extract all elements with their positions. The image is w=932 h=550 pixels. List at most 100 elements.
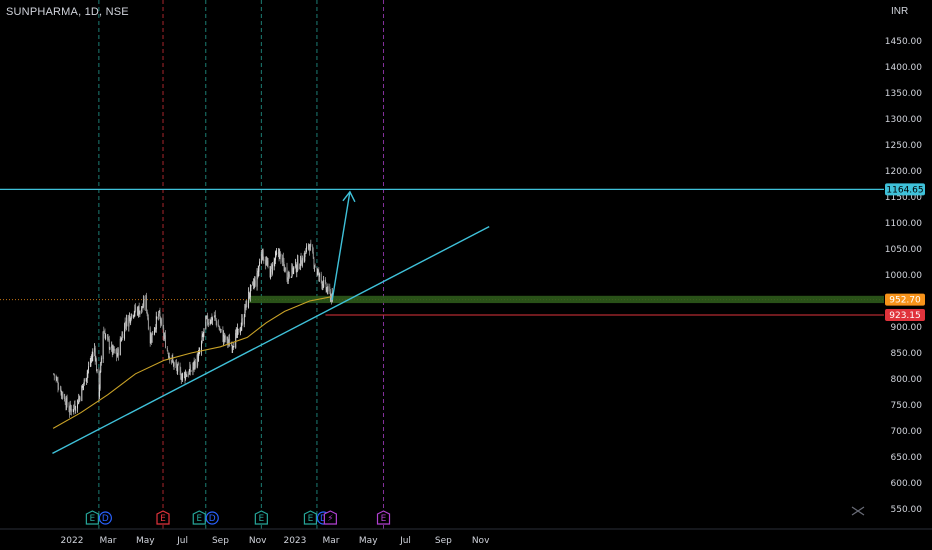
candle-body [66,397,68,408]
candle-body [134,306,136,313]
candle-body [111,345,113,354]
candle-body [141,306,143,312]
candle-body [258,266,260,272]
candle-body [271,264,273,274]
candle-body [226,336,228,340]
candle-body [181,376,183,380]
candle-body [284,265,286,272]
symbol-title[interactable]: SUNPHARMA, 1D, NSE [6,6,129,18]
candle-body [150,336,152,344]
candle-body [213,316,215,318]
candle-body [296,269,298,273]
candle-body [146,295,148,311]
time-tick-label: Jul [399,536,411,546]
moving-average-layer [52,296,332,429]
candle-body [271,267,273,273]
price-axis[interactable]: 1450.00 1400.00 1350.00 1300.00 1250.00 1200.… [885,37,922,515]
badge-letter: E [259,514,265,524]
candle-body [142,307,144,309]
candle-body [81,386,83,388]
candle-body [249,295,251,297]
stop-price-tag [885,308,925,321]
candle-body [60,388,62,395]
candle-body [162,317,164,329]
candle-body [90,360,92,362]
candle-body [87,369,89,374]
time-axis[interactable]: 2022 Mar May Jul Sep Nov 2023 Mar May Jul Sep Nov [0,528,932,546]
candle-body [259,261,261,267]
candle-body [141,306,143,309]
candle-body [121,340,122,342]
candle-body [253,282,254,286]
current-price-tag [885,293,925,306]
candle-body [237,328,239,335]
dividend-badge [98,511,112,525]
candle-body [177,362,179,366]
badge-letter: D [102,514,109,524]
candle-body [182,373,184,378]
candle-body [151,332,153,343]
candle-body [331,294,333,302]
candle-body [212,317,213,320]
candle-body [244,305,246,317]
candle-body [73,405,75,410]
candle-body [64,398,66,405]
candle-body [278,252,279,253]
candle-body [124,322,126,325]
candle-body [105,335,107,340]
candle-body [309,246,311,252]
candle-body [96,359,97,372]
candle-body [184,373,186,379]
candle-body [96,369,98,372]
candle-body [133,315,135,317]
candle-body [292,265,293,273]
candle-body [136,308,138,312]
time-tick-label: Mar [322,536,339,546]
candle-body [207,322,209,325]
candle-body [231,345,233,350]
candle-body [145,296,147,307]
candle-body [304,252,306,261]
candle-body [220,328,221,330]
candle-body [79,397,81,400]
candle-body [312,246,314,253]
price-tick-label: 1250.00 [885,141,922,151]
candle-body [171,360,173,362]
candle-body [64,397,66,399]
candle-body [201,340,202,352]
projection-arrow [331,191,351,301]
candle-body [180,371,182,380]
candle-body [152,331,154,335]
candle-body [130,320,132,323]
candle-body [245,300,247,308]
candle-body [103,331,105,333]
candle-body [143,300,144,307]
candle-body [164,335,166,337]
candle-body [149,327,151,343]
badge-letter: E [196,514,202,524]
candle-body [99,387,100,397]
candle-body [99,372,101,389]
candle-body [74,403,75,406]
candle-body [70,406,72,409]
candle-body [223,335,224,342]
candle-body [304,253,306,254]
candle-body [309,244,311,251]
candle-body [237,328,239,330]
event-lines-layer [98,0,385,529]
candle-body [224,335,226,341]
candle-body [317,271,319,273]
candle-body [235,332,237,348]
candle-body [278,251,280,259]
candle-body [236,329,238,335]
earnings-badge [376,510,391,525]
candle-body [325,279,326,283]
badge-letter: E [308,514,314,524]
candle-body [147,315,149,320]
candle-body [58,387,60,390]
candle-body [166,348,168,351]
candle-body [207,315,209,324]
current-price-tag-label: 952.70 [889,296,921,306]
price-tags-layer: 1164.65 952.70 923.15 [885,183,925,321]
